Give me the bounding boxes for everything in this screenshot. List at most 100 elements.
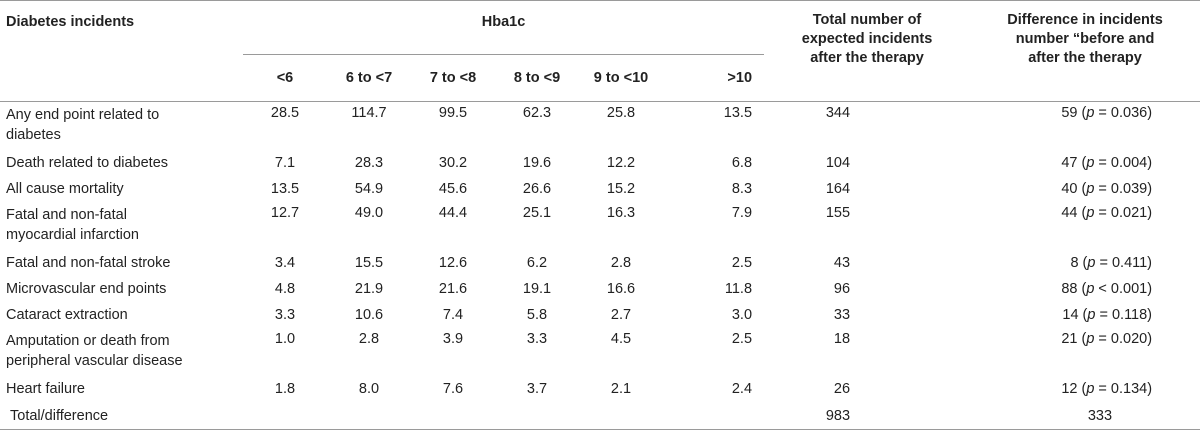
cell-gt10: 2.5 bbox=[731, 331, 753, 347]
row-label: Heart failure bbox=[0, 376, 243, 402]
header-total-line3: after the therapy bbox=[810, 50, 924, 66]
total-row-expected: 983 bbox=[764, 402, 971, 430]
header-total-line2: expected incidents bbox=[801, 31, 933, 47]
cell-8to9: 6.2 bbox=[526, 255, 548, 271]
table-row: Fatal and non-fatal stroke 3.4 15.5 12.6… bbox=[0, 250, 1200, 276]
cell-gt10: 7.9 bbox=[731, 205, 753, 221]
row-label: Death related to diabetes bbox=[0, 150, 243, 176]
row-label: Microvascular end points bbox=[0, 276, 243, 302]
cell-7to8: 45.6 bbox=[438, 181, 468, 197]
row-label: Fatal and non-fatal stroke bbox=[0, 250, 243, 276]
cell-gt10: 2.5 bbox=[731, 255, 753, 271]
cell-7to8: 7.4 bbox=[442, 307, 464, 323]
header-hba1c-col: 7 to <8 bbox=[429, 70, 477, 86]
cell-difference: 47 (p = 0.004) bbox=[1061, 155, 1153, 171]
row-label-line1: Microvascular end points bbox=[6, 281, 167, 297]
cell-gt10: 2.4 bbox=[731, 381, 753, 397]
row-label-line1: Fatal and non-fatal stroke bbox=[6, 255, 171, 271]
row-label: Cataract extraction bbox=[0, 302, 243, 328]
cell-6to7: 2.8 bbox=[358, 331, 380, 347]
cell-6to7: 49.0 bbox=[354, 205, 384, 221]
cell-7to8: 44.4 bbox=[438, 205, 468, 221]
total-row: Total/difference 983 333 bbox=[0, 402, 1200, 430]
row-label-line1: Amputation or death from bbox=[6, 333, 170, 349]
cell-gt10: 8.3 bbox=[731, 181, 753, 197]
cell-6to7: 21.9 bbox=[354, 281, 384, 297]
cell-difference: 44 (p = 0.021) bbox=[1061, 205, 1153, 221]
cell-lt6: 1.8 bbox=[274, 381, 296, 397]
header-total: Total number of expected incidents after… bbox=[764, 1, 970, 102]
cell-difference: 14 (p = 0.118) bbox=[1062, 307, 1153, 323]
header-total-line1: Total number of bbox=[812, 12, 922, 28]
cell-gt10: 6.8 bbox=[731, 155, 753, 171]
cell-6to7: 8.0 bbox=[358, 381, 380, 397]
cell-total-expected: 33 bbox=[833, 307, 851, 323]
cell-9to10: 25.8 bbox=[606, 105, 636, 121]
cell-9to10: 12.2 bbox=[606, 155, 636, 171]
cell-7to8: 99.5 bbox=[438, 105, 468, 121]
cell-7to8: 21.6 bbox=[438, 281, 468, 297]
cell-total-expected: 164 bbox=[825, 181, 851, 197]
cell-6to7: 10.6 bbox=[354, 307, 384, 323]
header-hba1c-col: 9 to <10 bbox=[593, 70, 649, 86]
table-row: Amputation or death from peripheral vasc… bbox=[0, 328, 1200, 376]
cell-6to7: 114.7 bbox=[351, 105, 387, 121]
cell-8to9: 26.6 bbox=[522, 181, 552, 197]
cell-6to7: 54.9 bbox=[354, 181, 384, 197]
cell-difference: 40 (p = 0.039) bbox=[1061, 181, 1153, 197]
cell-lt6: 12.7 bbox=[270, 205, 300, 221]
total-row-label: Total/difference bbox=[0, 402, 243, 430]
cell-total-expected: 155 bbox=[825, 205, 851, 221]
cell-9to10: 16.6 bbox=[606, 281, 636, 297]
cell-gt10: 3.0 bbox=[731, 307, 753, 323]
cell-lt6: 1.0 bbox=[274, 331, 296, 347]
table-row: Death related to diabetes 7.1 28.3 30.2 … bbox=[0, 150, 1200, 176]
cell-8to9: 3.3 bbox=[526, 331, 548, 347]
cell-8to9: 5.8 bbox=[526, 307, 548, 323]
row-label-line2: myocardial infarction bbox=[6, 227, 139, 243]
row-label-line1: Heart failure bbox=[6, 381, 85, 397]
cell-9to10: 2.1 bbox=[610, 381, 632, 397]
cell-8to9: 25.1 bbox=[522, 205, 552, 221]
cell-6to7: 15.5 bbox=[354, 255, 384, 271]
cell-lt6: 28.5 bbox=[270, 105, 300, 121]
cell-8to9: 62.3 bbox=[522, 105, 552, 121]
cell-8to9: 3.7 bbox=[526, 381, 548, 397]
row-label: Fatal and non-fatal myocardial infarctio… bbox=[0, 202, 243, 250]
table-row: Heart failure 1.8 8.0 7.6 3.7 2.1 2.4 26… bbox=[0, 376, 1200, 402]
cell-difference: 12 (p = 0.134) bbox=[1061, 381, 1153, 397]
table-row: Cataract extraction 3.3 10.6 7.4 5.8 2.7… bbox=[0, 302, 1200, 328]
table-row: Microvascular end points 4.8 21.9 21.6 1… bbox=[0, 276, 1200, 302]
header-hba1c-col: >10 bbox=[727, 70, 753, 86]
table-row: All cause mortality 13.5 54.9 45.6 26.6 … bbox=[0, 176, 1200, 202]
row-label: Any end point related to diabetes bbox=[0, 102, 243, 151]
header-diff-line3: after the therapy bbox=[1028, 50, 1142, 66]
cell-9to10: 16.3 bbox=[606, 205, 636, 221]
cell-9to10: 2.7 bbox=[610, 307, 632, 323]
cell-difference: 88 (p < 0.001) bbox=[1061, 281, 1153, 297]
cell-total-expected: 26 bbox=[833, 381, 851, 397]
cell-difference: 8 (p = 0.411) bbox=[1070, 255, 1153, 271]
row-label-line2: peripheral vascular disease bbox=[6, 353, 183, 369]
cell-difference: 21 (p = 0.020) bbox=[1061, 331, 1153, 347]
cell-9to10: 15.2 bbox=[606, 181, 636, 197]
cell-lt6: 3.3 bbox=[274, 307, 296, 323]
row-label-line1: All cause mortality bbox=[6, 181, 124, 197]
cell-7to8: 3.9 bbox=[442, 331, 464, 347]
cell-lt6: 3.4 bbox=[274, 255, 296, 271]
row-label-line1: Fatal and non-fatal bbox=[6, 207, 127, 223]
cell-difference: 59 (p = 0.036) bbox=[1061, 105, 1153, 121]
header-hba1c-col: <6 bbox=[276, 70, 294, 86]
row-label: Amputation or death from peripheral vasc… bbox=[0, 328, 243, 376]
header-difference: Difference in incidents number “before a… bbox=[970, 1, 1200, 102]
row-label-line2: diabetes bbox=[6, 127, 61, 143]
cell-8to9: 19.6 bbox=[522, 155, 552, 171]
total-row-difference: 333 bbox=[970, 402, 1200, 430]
row-label-line1: Any end point related to bbox=[6, 107, 160, 123]
row-label-line1: Cataract extraction bbox=[6, 307, 128, 323]
cell-9to10: 4.5 bbox=[610, 331, 632, 347]
header-hba1c: Hba1c bbox=[243, 0, 765, 55]
cell-lt6: 4.8 bbox=[274, 281, 296, 297]
cell-8to9: 19.1 bbox=[522, 281, 552, 297]
